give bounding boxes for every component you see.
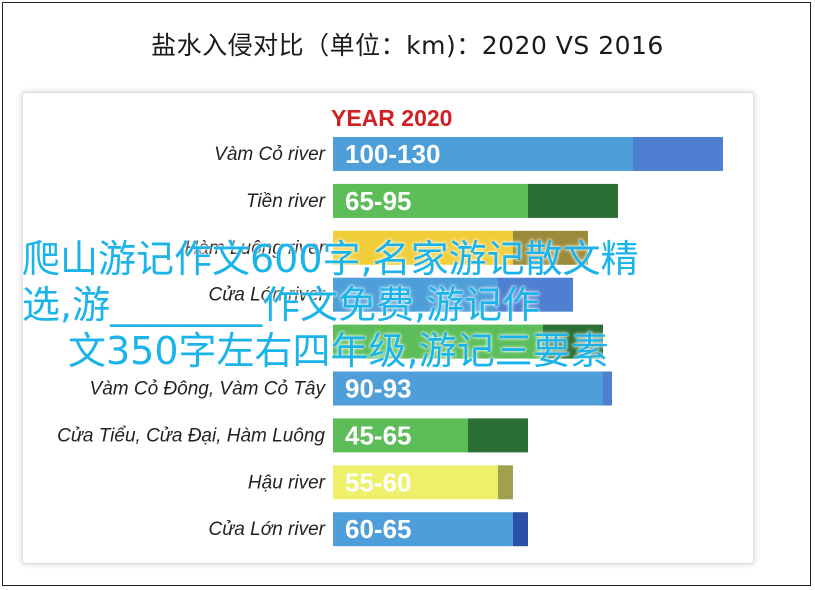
bar-min: [333, 183, 528, 218]
category-label: Cửa Lớn river: [209, 285, 326, 306]
value-label: 90-93: [345, 374, 412, 404]
bar-range: [468, 418, 528, 453]
value-label: 55-60: [345, 467, 412, 497]
overlay-text-line3: 文350字左右四年级,游记三要素: [68, 329, 609, 373]
bar-range: [543, 324, 603, 359]
category-label: Vàm Cỏ Đông, Vàm Cỏ Tây: [90, 379, 327, 400]
bar-min: [333, 512, 513, 547]
chart-panel: YEAR 2020 Vàm Cỏ river 100-130 Tiền river 65…: [22, 92, 754, 564]
chart-title: YEAR 2020: [331, 105, 452, 131]
bar-range: [513, 230, 588, 265]
bar-min: [333, 230, 513, 265]
value-label: 65-95: [345, 186, 412, 216]
category-label: Tiền river: [246, 191, 326, 212]
bar-min: [333, 324, 543, 359]
category-label: Hậu river: [248, 472, 326, 493]
bar-range: [528, 183, 618, 218]
overlay-text-line2: 选,游________作文免费,游记作: [22, 283, 541, 327]
bar-min: [333, 137, 633, 171]
bar-range: [498, 465, 513, 500]
bar-min: [333, 371, 603, 406]
overlay-text-line1: 爬山游记作文600字,名家游记散文精: [22, 237, 639, 281]
bar-min: [333, 418, 468, 453]
bar-range: [513, 512, 528, 547]
bar-range: [603, 371, 612, 406]
value-label: 100-130: [345, 139, 440, 169]
bar-min: [333, 465, 498, 500]
bar-range: [633, 137, 723, 171]
value-label: 45-65: [345, 420, 412, 450]
category-label: Vàm Cỏ river: [214, 144, 326, 165]
page-title: 盐水入侵对比（单位：km)：2020 VS 2016: [151, 31, 664, 60]
category-label: Hàm Luông river: [185, 238, 326, 259]
category-label: Cửa Tiểu, Cửa Đại, Hàm Luông: [57, 425, 325, 446]
bar-min: [333, 277, 498, 312]
category-label: Cửa Lớn river: [209, 519, 326, 540]
bar-range: [498, 277, 573, 312]
value-label: 60-65: [345, 514, 412, 544]
